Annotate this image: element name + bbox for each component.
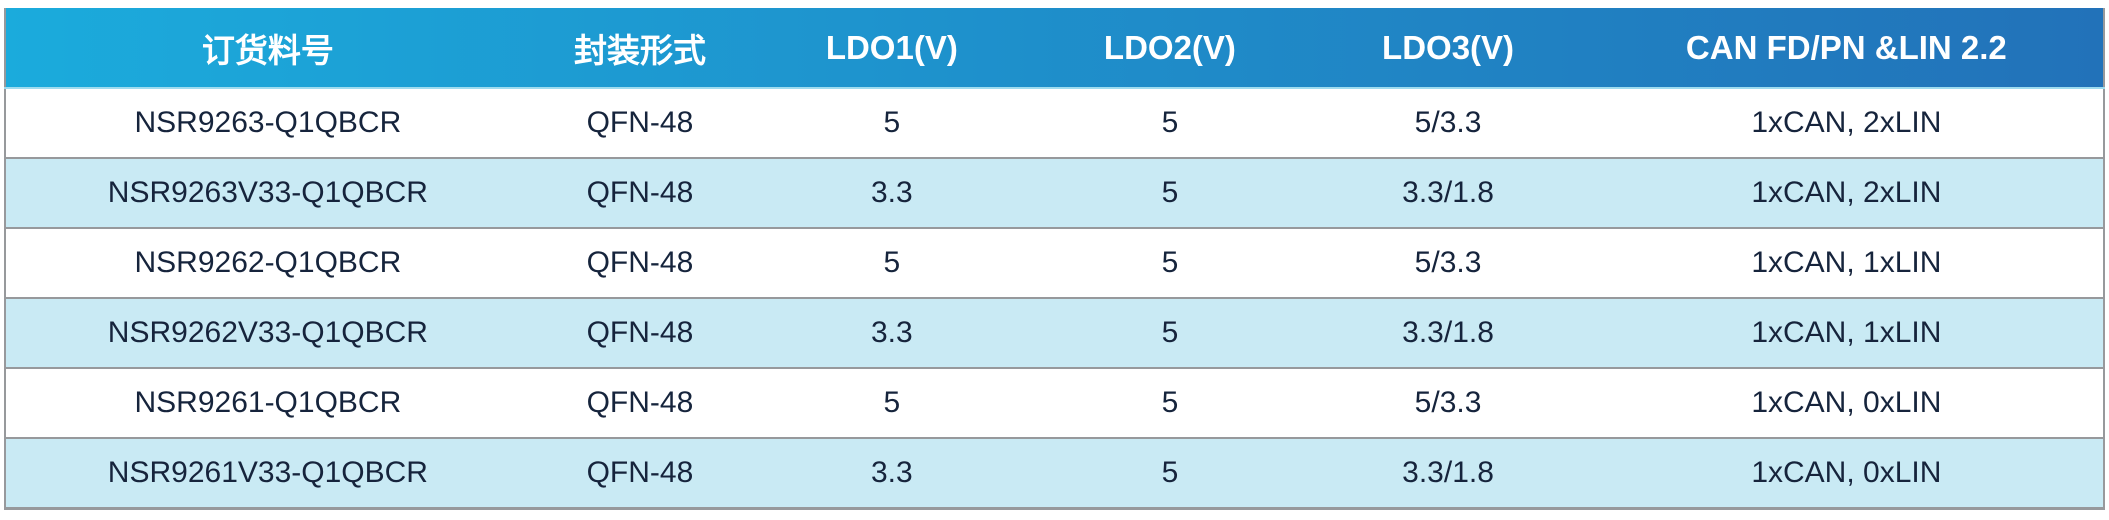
table-body: NSR9263-Q1QBCR QFN-48 5 5 5/3.3 1xCAN, 2…: [5, 88, 2104, 508]
cell-ldo3: 5/3.3: [1306, 367, 1590, 438]
cell-can-lin: 1xCAN, 0xLIN: [1589, 437, 2104, 508]
cell-package: QFN-48: [586, 106, 694, 139]
table-header: 订货料号 封装形式 LDO1(V) LDO2(V) LDO3(V) CAN FD…: [5, 8, 2104, 89]
table-row: NSR9262-Q1QBCR QFN-48 5 5 5/3.3 1xCAN, 1…: [5, 227, 2104, 298]
cell-can-lin: 1xCAN, 1xLIN: [1589, 297, 2104, 368]
cell-package: QFN-48: [529, 437, 751, 508]
column-header-ldo2: LDO2(V): [1033, 8, 1307, 89]
cell-ldo3: 5/3.3: [1414, 106, 1482, 139]
cell-ldo2: 5: [1033, 297, 1307, 368]
table-row: NSR9263V33-Q1QBCR QFN-48 3.3 5 3.3/1.8 1…: [5, 157, 2104, 228]
cell-ldo2: 5: [1033, 157, 1307, 228]
cell-can-lin: 1xCAN, 1xLIN: [1589, 227, 2104, 298]
cell-ldo2: 5: [1033, 437, 1307, 508]
cell-can-lin: 1xCAN, 2xLIN: [1589, 157, 2104, 228]
table-row: NSR9261-Q1QBCR QFN-48 5 5 5/3.3 1xCAN, 0…: [5, 367, 2104, 438]
cell-package: QFN-48: [529, 227, 751, 298]
column-header-package: 封装形式: [529, 8, 751, 89]
cell-ldo3: 3.3/1.8: [1306, 297, 1590, 368]
cell-ldo1: 5: [750, 227, 1034, 298]
cell-can-lin: 1xCAN, 0xLIN: [1589, 367, 2104, 438]
column-header-ldo1: LDO1(V): [750, 8, 1034, 89]
cell-package: QFN-48: [529, 157, 751, 228]
cell-ldo2: 5: [1033, 367, 1307, 438]
table-row: NSR9261V33-Q1QBCR QFN-48 3.3 5 3.3/1.8 1…: [5, 437, 2104, 508]
column-header-can-lin: CAN FD/PN &LIN 2.2: [1589, 8, 2104, 89]
column-header-ldo3: LDO3(V): [1306, 8, 1590, 89]
cell-can-lin: 1xCAN, 2xLIN: [1751, 106, 1942, 139]
header-row: 订货料号 封装形式 LDO1(V) LDO2(V) LDO3(V) CAN FD…: [5, 8, 2104, 89]
cell-ldo3: 3.3/1.8: [1306, 157, 1590, 228]
cell-part-number: NSR9261V33-Q1QBCR: [5, 437, 530, 508]
cell-package: QFN-48: [529, 297, 751, 368]
cell-part-number: NSR9262-Q1QBCR: [5, 227, 530, 298]
table-row: NSR9262V33-Q1QBCR QFN-48 3.3 5 3.3/1.8 1…: [5, 297, 2104, 368]
cell-part-number: NSR9262V33-Q1QBCR: [5, 297, 530, 368]
table-row: NSR9263-Q1QBCR QFN-48 5 5 5/3.3 1xCAN, 2…: [5, 88, 2104, 158]
cell-ldo1: 5: [750, 367, 1034, 438]
cell-ldo1: 3.3: [750, 297, 1034, 368]
column-header-part-number: 订货料号: [5, 8, 530, 89]
cell-ldo2: 5: [1161, 106, 1179, 139]
cell-part-number: NSR9261-Q1QBCR: [5, 367, 530, 438]
cell-ldo1: 3.3: [750, 157, 1034, 228]
cell-ldo3: 3.3/1.8: [1306, 437, 1590, 508]
cell-ldo3: 5/3.3: [1306, 227, 1590, 298]
cell-part-number: NSR9263V33-Q1QBCR: [5, 157, 530, 228]
cell-package: QFN-48: [529, 367, 751, 438]
cell-ldo2: 5: [1033, 227, 1307, 298]
cell-ldo1: 5: [883, 106, 901, 139]
cell-part-number: NSR9263-Q1QBCR: [134, 106, 402, 139]
cell-ldo1: 3.3: [750, 437, 1034, 508]
ordering-info-table: 订货料号 封装形式 LDO1(V) LDO2(V) LDO3(V) CAN FD…: [4, 8, 2105, 510]
